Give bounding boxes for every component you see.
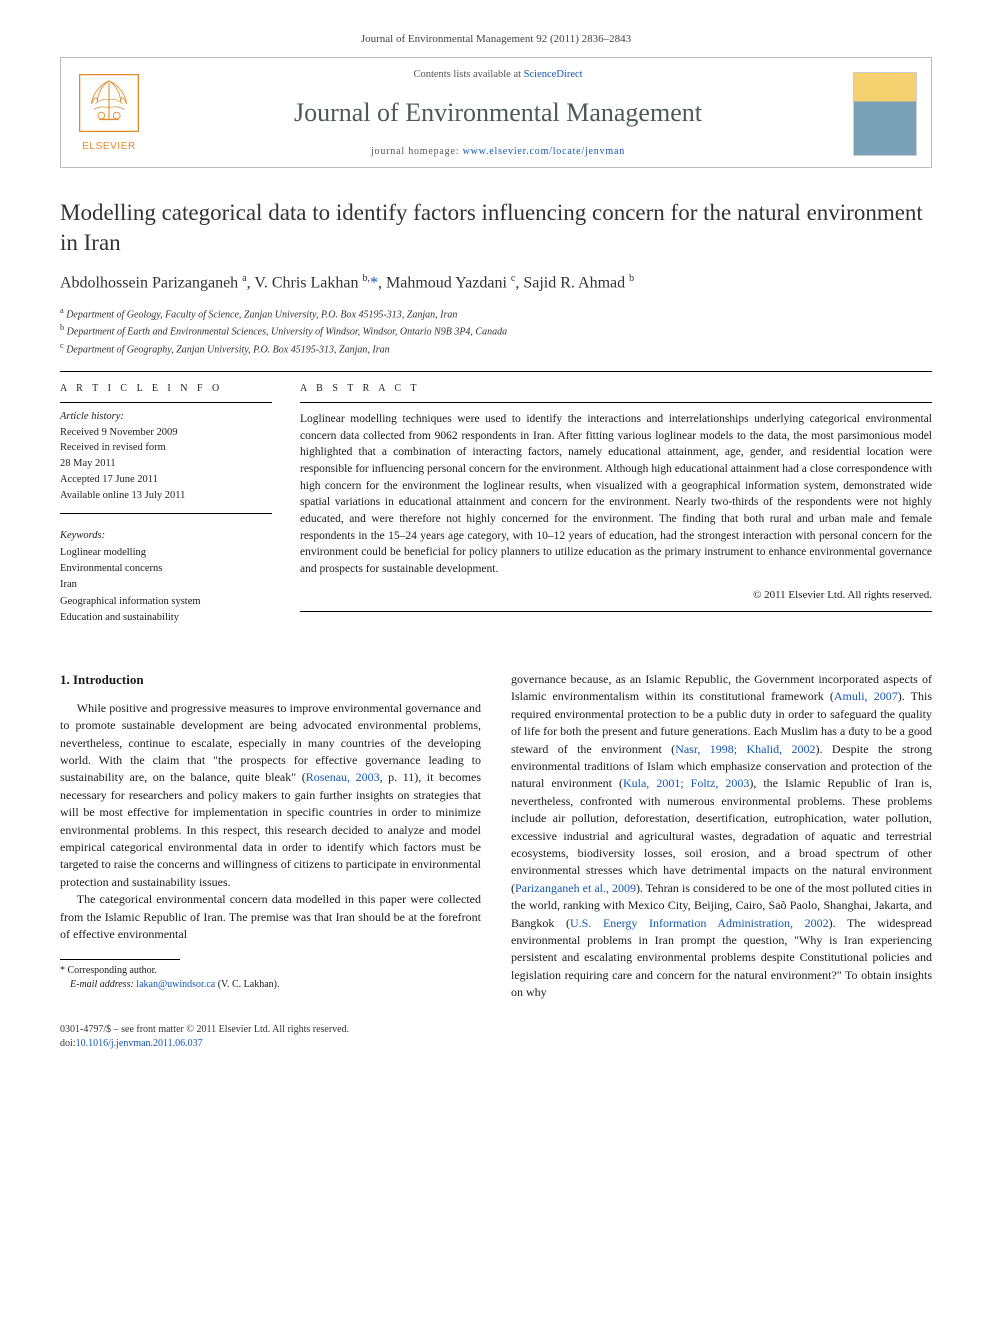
body-text: ), the Islamic Republic of Iran is, neve… bbox=[511, 776, 932, 894]
page-footer-bar: 0301-4797/$ – see front matter © 2011 El… bbox=[60, 1023, 932, 1051]
divider bbox=[60, 513, 272, 514]
journal-name: Journal of Environmental Management bbox=[157, 95, 839, 131]
email-attribution: (V. C. Lakhan). bbox=[215, 979, 279, 990]
corresponding-email-line: E-mail address: lakan@uwindsor.ca (V. C.… bbox=[60, 978, 481, 992]
body-paragraph: While positive and progressive measures … bbox=[60, 700, 481, 891]
abstract-heading: A B S T R A C T bbox=[300, 372, 932, 402]
article-body: 1. Introduction While positive and progr… bbox=[60, 671, 932, 1001]
citation-link[interactable]: Amuli, 2007 bbox=[834, 689, 898, 703]
journal-cover-thumbnail bbox=[853, 72, 917, 156]
divider bbox=[300, 611, 932, 612]
citation-link[interactable]: Parizanganeh et al., 2009 bbox=[515, 881, 636, 895]
online-date: Available online 13 July 2011 bbox=[60, 490, 185, 501]
sciencedirect-link[interactable]: ScienceDirect bbox=[524, 69, 583, 80]
article-title: Modelling categorical data to identify f… bbox=[60, 198, 932, 258]
journal-masthead: ELSEVIER Contents lists available at Sci… bbox=[60, 57, 932, 168]
doi-link[interactable]: 10.1016/j.jenvman.2011.06.037 bbox=[76, 1038, 203, 1049]
contents-available-line: Contents lists available at ScienceDirec… bbox=[157, 68, 839, 83]
keyword: Iran bbox=[60, 579, 77, 590]
corresponding-author-note: * Corresponding author. bbox=[60, 964, 481, 978]
doi-label: doi: bbox=[60, 1038, 76, 1049]
footnotes: * Corresponding author. E-mail address: … bbox=[60, 964, 481, 992]
article-history: Article history: Received 9 November 200… bbox=[60, 403, 272, 504]
abstract-text: Loglinear modelling techniques were used… bbox=[300, 403, 932, 578]
keyword: Loglinear modelling bbox=[60, 547, 146, 558]
author-list: Abdolhossein Parizanganeh a, V. Chris La… bbox=[60, 272, 932, 295]
abstract-copyright: © 2011 Elsevier Ltd. All rights reserved… bbox=[300, 588, 932, 603]
keyword: Geographical information system bbox=[60, 596, 201, 607]
journal-homepage-link[interactable]: www.elsevier.com/locate/jenvman bbox=[463, 146, 625, 157]
citation-link[interactable]: Rosenau, 2003 bbox=[306, 770, 380, 784]
front-matter-line: 0301-4797/$ – see front matter © 2011 El… bbox=[60, 1023, 349, 1037]
elsevier-tree-icon bbox=[79, 74, 139, 132]
corresponding-email-link[interactable]: lakan@uwindsor.ca bbox=[136, 979, 215, 990]
abstract-column: A B S T R A C T Loglinear modelling tech… bbox=[300, 372, 932, 626]
article-info-column: A R T I C L E I N F O Article history: R… bbox=[60, 372, 272, 626]
body-paragraph: governance because, as an Islamic Republ… bbox=[511, 671, 932, 1001]
doi-line: doi:10.1016/j.jenvman.2011.06.037 bbox=[60, 1037, 349, 1051]
keyword: Environmental concerns bbox=[60, 563, 162, 574]
footnote-separator bbox=[60, 959, 180, 960]
homepage-prefix: journal homepage: bbox=[371, 146, 463, 157]
email-label: E-mail address: bbox=[70, 979, 136, 990]
received-date: Received 9 November 2009 bbox=[60, 427, 178, 438]
keywords-heading: Keywords: bbox=[60, 528, 272, 544]
keyword: Education and sustainability bbox=[60, 612, 179, 623]
revised-date: 28 May 2011 bbox=[60, 458, 116, 469]
journal-homepage-line: journal homepage: www.elsevier.com/locat… bbox=[157, 145, 839, 159]
accepted-date: Accepted 17 June 2011 bbox=[60, 474, 158, 485]
elsevier-logo: ELSEVIER bbox=[75, 74, 143, 154]
elsevier-wordmark: ELSEVIER bbox=[82, 140, 136, 154]
article-info-heading: A R T I C L E I N F O bbox=[60, 372, 272, 402]
keywords-block: Keywords: Loglinear modelling Environment… bbox=[60, 528, 272, 626]
body-text: , p. 11), it becomes necessary for resea… bbox=[60, 770, 481, 888]
citation-link[interactable]: Nasr, 1998; Khalid, 2002 bbox=[675, 742, 815, 756]
contents-prefix: Contents lists available at bbox=[413, 69, 523, 80]
section-heading-introduction: 1. Introduction bbox=[60, 671, 481, 690]
revised-label: Received in revised form bbox=[60, 442, 166, 453]
running-head: Journal of Environmental Management 92 (… bbox=[60, 32, 932, 47]
body-paragraph: The categorical environmental concern da… bbox=[60, 891, 481, 943]
affiliations: a Department of Geology, Faculty of Scie… bbox=[60, 305, 932, 357]
citation-link[interactable]: Kula, 2001; Foltz, 2003 bbox=[623, 776, 749, 790]
citation-link[interactable]: U.S. Energy Information Administration, … bbox=[570, 916, 829, 930]
history-label: Article history: bbox=[60, 411, 124, 422]
